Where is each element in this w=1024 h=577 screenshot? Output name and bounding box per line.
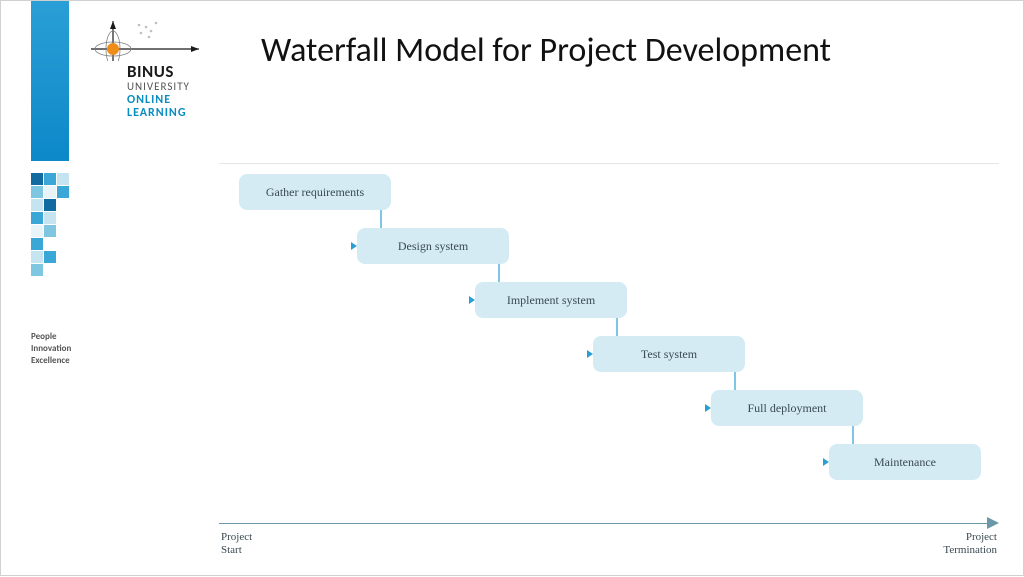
waterfall-stage: Maintenance [829, 444, 981, 480]
mosaic-square [44, 199, 56, 211]
mosaic-square [31, 238, 43, 250]
timeline-start-label: ProjectStart [221, 531, 252, 556]
sidebar: People Innovation Excellence [1, 1, 116, 577]
tagline-line2: Innovation [31, 343, 71, 355]
tagline-line1: People [31, 331, 71, 343]
waterfall-stage: Test system [593, 336, 745, 372]
brand-stripe [31, 1, 69, 161]
waterfall-stage: Implement system [475, 282, 627, 318]
mosaic-square [31, 251, 43, 263]
mosaic-square [31, 264, 43, 276]
page-title: Waterfall Model for Project Development [261, 31, 831, 70]
mosaic-square [44, 251, 56, 263]
mosaic-square [44, 186, 56, 198]
logo-text: BINUS UNIVERSITY ONLINE LEARNING [127, 63, 190, 120]
waterfall-stage: Design system [357, 228, 509, 264]
mosaic-square [57, 186, 69, 198]
brand-mosaic [31, 173, 86, 288]
mosaic-square [31, 225, 43, 237]
timeline-axis [219, 523, 989, 524]
waterfall-stage: Full deployment [711, 390, 863, 426]
timeline-arrowhead-icon [987, 517, 999, 529]
mosaic-square [44, 173, 56, 185]
mosaic-square [57, 173, 69, 185]
logo-name1: BINUS [127, 63, 190, 81]
mosaic-square [31, 186, 43, 198]
timeline-end-label: ProjectTermination [943, 531, 997, 556]
mosaic-square [44, 225, 56, 237]
logo-sub2: LEARNING [127, 107, 190, 120]
mosaic-square [31, 212, 43, 224]
mosaic-square [31, 199, 43, 211]
logo-name2: UNIVERSITY [127, 81, 190, 93]
timeline: ProjectStart ProjectTermination [219, 523, 999, 563]
compass-icon [91, 19, 201, 61]
waterfall-diagram: Gather requirements Design system Implemen… [219, 163, 999, 553]
tagline-line3: Excellence [31, 355, 71, 367]
mosaic-square [44, 212, 56, 224]
tagline: People Innovation Excellence [31, 331, 71, 367]
mosaic-square [31, 173, 43, 185]
waterfall-stage: Gather requirements [239, 174, 391, 210]
